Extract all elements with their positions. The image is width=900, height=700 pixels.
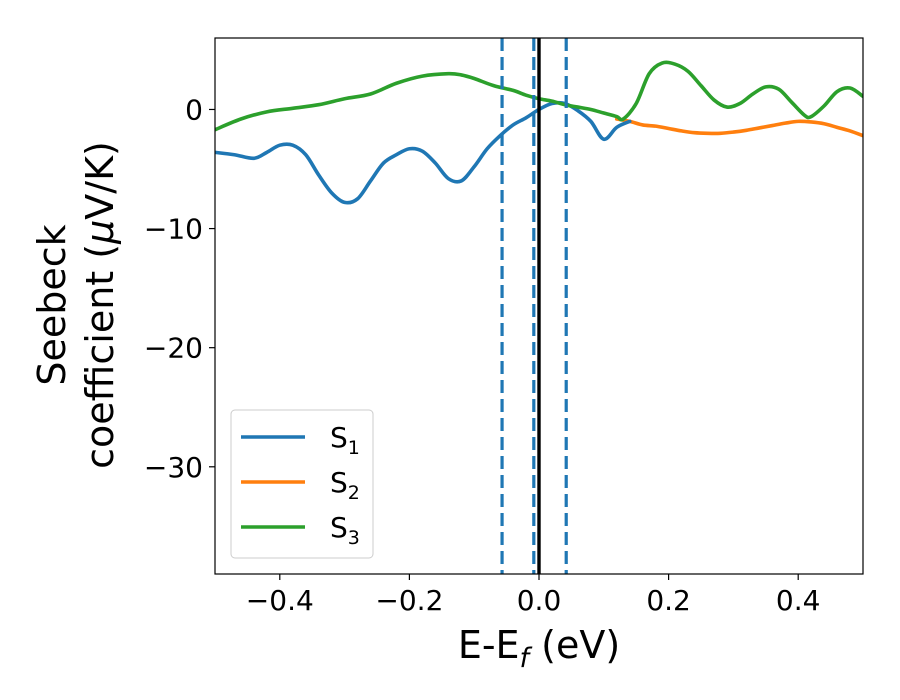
legend-label-s1: S1 [330,421,360,459]
legend-label-s3: S3 [330,511,360,549]
legend-label-s2: S2 [330,466,360,504]
legend-entries: S1 S2 S3 [241,421,360,549]
y-tick-label: −10 [144,213,203,246]
x-tick-label: −0.4 [246,584,314,617]
y-tick-label: 0 [185,93,203,126]
y-axis-title-line2: coefficient (μV/K) [78,141,122,469]
legend: S1 S2 S3 [230,409,374,559]
y-tick-label: −30 [144,451,203,484]
x-tick-label: −0.2 [375,584,443,617]
series-line-s3 [215,60,863,132]
y-axis-title-line1: Seebeck [30,224,74,385]
x-tick-label: 0.0 [517,584,562,617]
x-tick-label: 0.2 [646,584,691,617]
vline-layer [500,38,568,574]
legend-box [230,409,374,559]
tick-layer: −0.4 −0.2 0.0 0.2 0.4 0 −10 −20 −30 [144,93,821,617]
series-line-s2 [614,117,863,138]
y-tick-label: −20 [144,332,203,365]
series-layer [215,60,863,205]
x-axis-title: E-Ef (eV) [458,623,620,674]
x-tick-label: 0.4 [776,584,821,617]
